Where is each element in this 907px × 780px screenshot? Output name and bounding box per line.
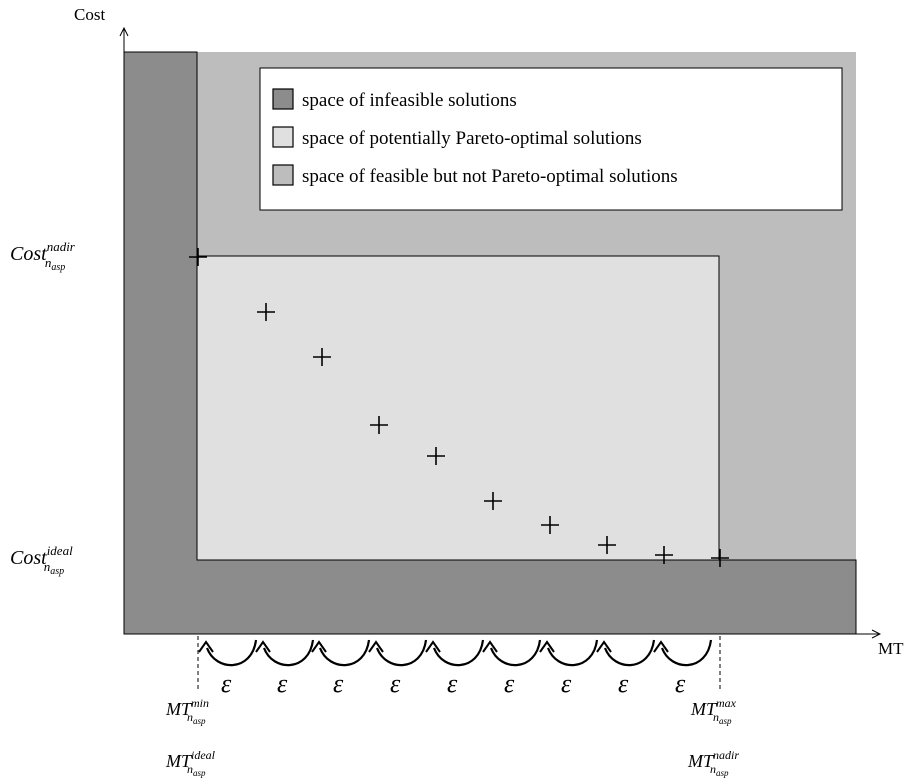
mt-ideal-label: MTideal nasp [165, 748, 216, 778]
legend-label-pareto: space of potentially Pareto-optimal solu… [302, 128, 642, 149]
x-axis-label: MT [878, 639, 904, 658]
epsilon-label: ε [277, 669, 288, 698]
mt-nadir-label: MTnadir nasp [687, 748, 739, 778]
epsilon-label: ε [504, 669, 515, 698]
epsilon-label: ε [675, 669, 686, 698]
legend: space of infeasible solutions space of p… [259, 67, 843, 211]
legend-swatch-infeasible [272, 88, 294, 110]
pareto-point [427, 447, 445, 465]
epsilon-label: ε [221, 669, 232, 698]
pareto-point [257, 303, 275, 321]
epsilon-label: ε [561, 669, 572, 698]
legend-label-feasible: space of feasible but not Pareto-optimal… [302, 166, 678, 187]
pareto-point [541, 516, 559, 534]
pareto-point [313, 348, 331, 366]
mt-min-label: MTmin nasp [165, 696, 209, 726]
epsilon-label: ε [333, 669, 344, 698]
epsilon-labels: ε ε ε ε ε ε ε ε ε [221, 669, 686, 698]
pareto-point [598, 536, 616, 554]
mt-max-label: MTmax nasp [690, 696, 737, 726]
pareto-points [189, 248, 729, 567]
epsilon-label: ε [618, 669, 629, 698]
epsilon-arc [262, 639, 315, 667]
epsilon-label: ε [390, 669, 401, 698]
epsilon-label: ε [447, 669, 458, 698]
pareto-point [655, 546, 673, 564]
epsilon-arc [318, 639, 371, 667]
pareto-point [370, 416, 388, 434]
legend-swatch-pareto [272, 126, 294, 148]
epsilon-steps [205, 639, 713, 667]
legend-box [259, 67, 843, 211]
epsilon-arc [375, 639, 428, 667]
pareto-point [484, 492, 502, 510]
pareto-point [189, 248, 207, 266]
cost-ideal-label: Costideal nasp [10, 543, 73, 577]
legend-label-infeasible: space of infeasible solutions [302, 90, 517, 111]
epsilon-arc [603, 639, 656, 667]
epsilon-arc [432, 639, 485, 667]
epsilon-arc [660, 639, 713, 667]
pareto-optimal-region [196, 255, 720, 561]
pareto-point [711, 549, 729, 567]
y-axis-label: Cost [74, 5, 105, 24]
epsilon-arc [205, 639, 258, 667]
epsilon-arc [489, 639, 542, 667]
legend-swatch-feasible [272, 164, 294, 186]
epsilon-arc [546, 639, 599, 667]
epsilon-arrowheads [198, 640, 669, 653]
cost-nadir-label: Costnadir nasp [10, 239, 76, 273]
